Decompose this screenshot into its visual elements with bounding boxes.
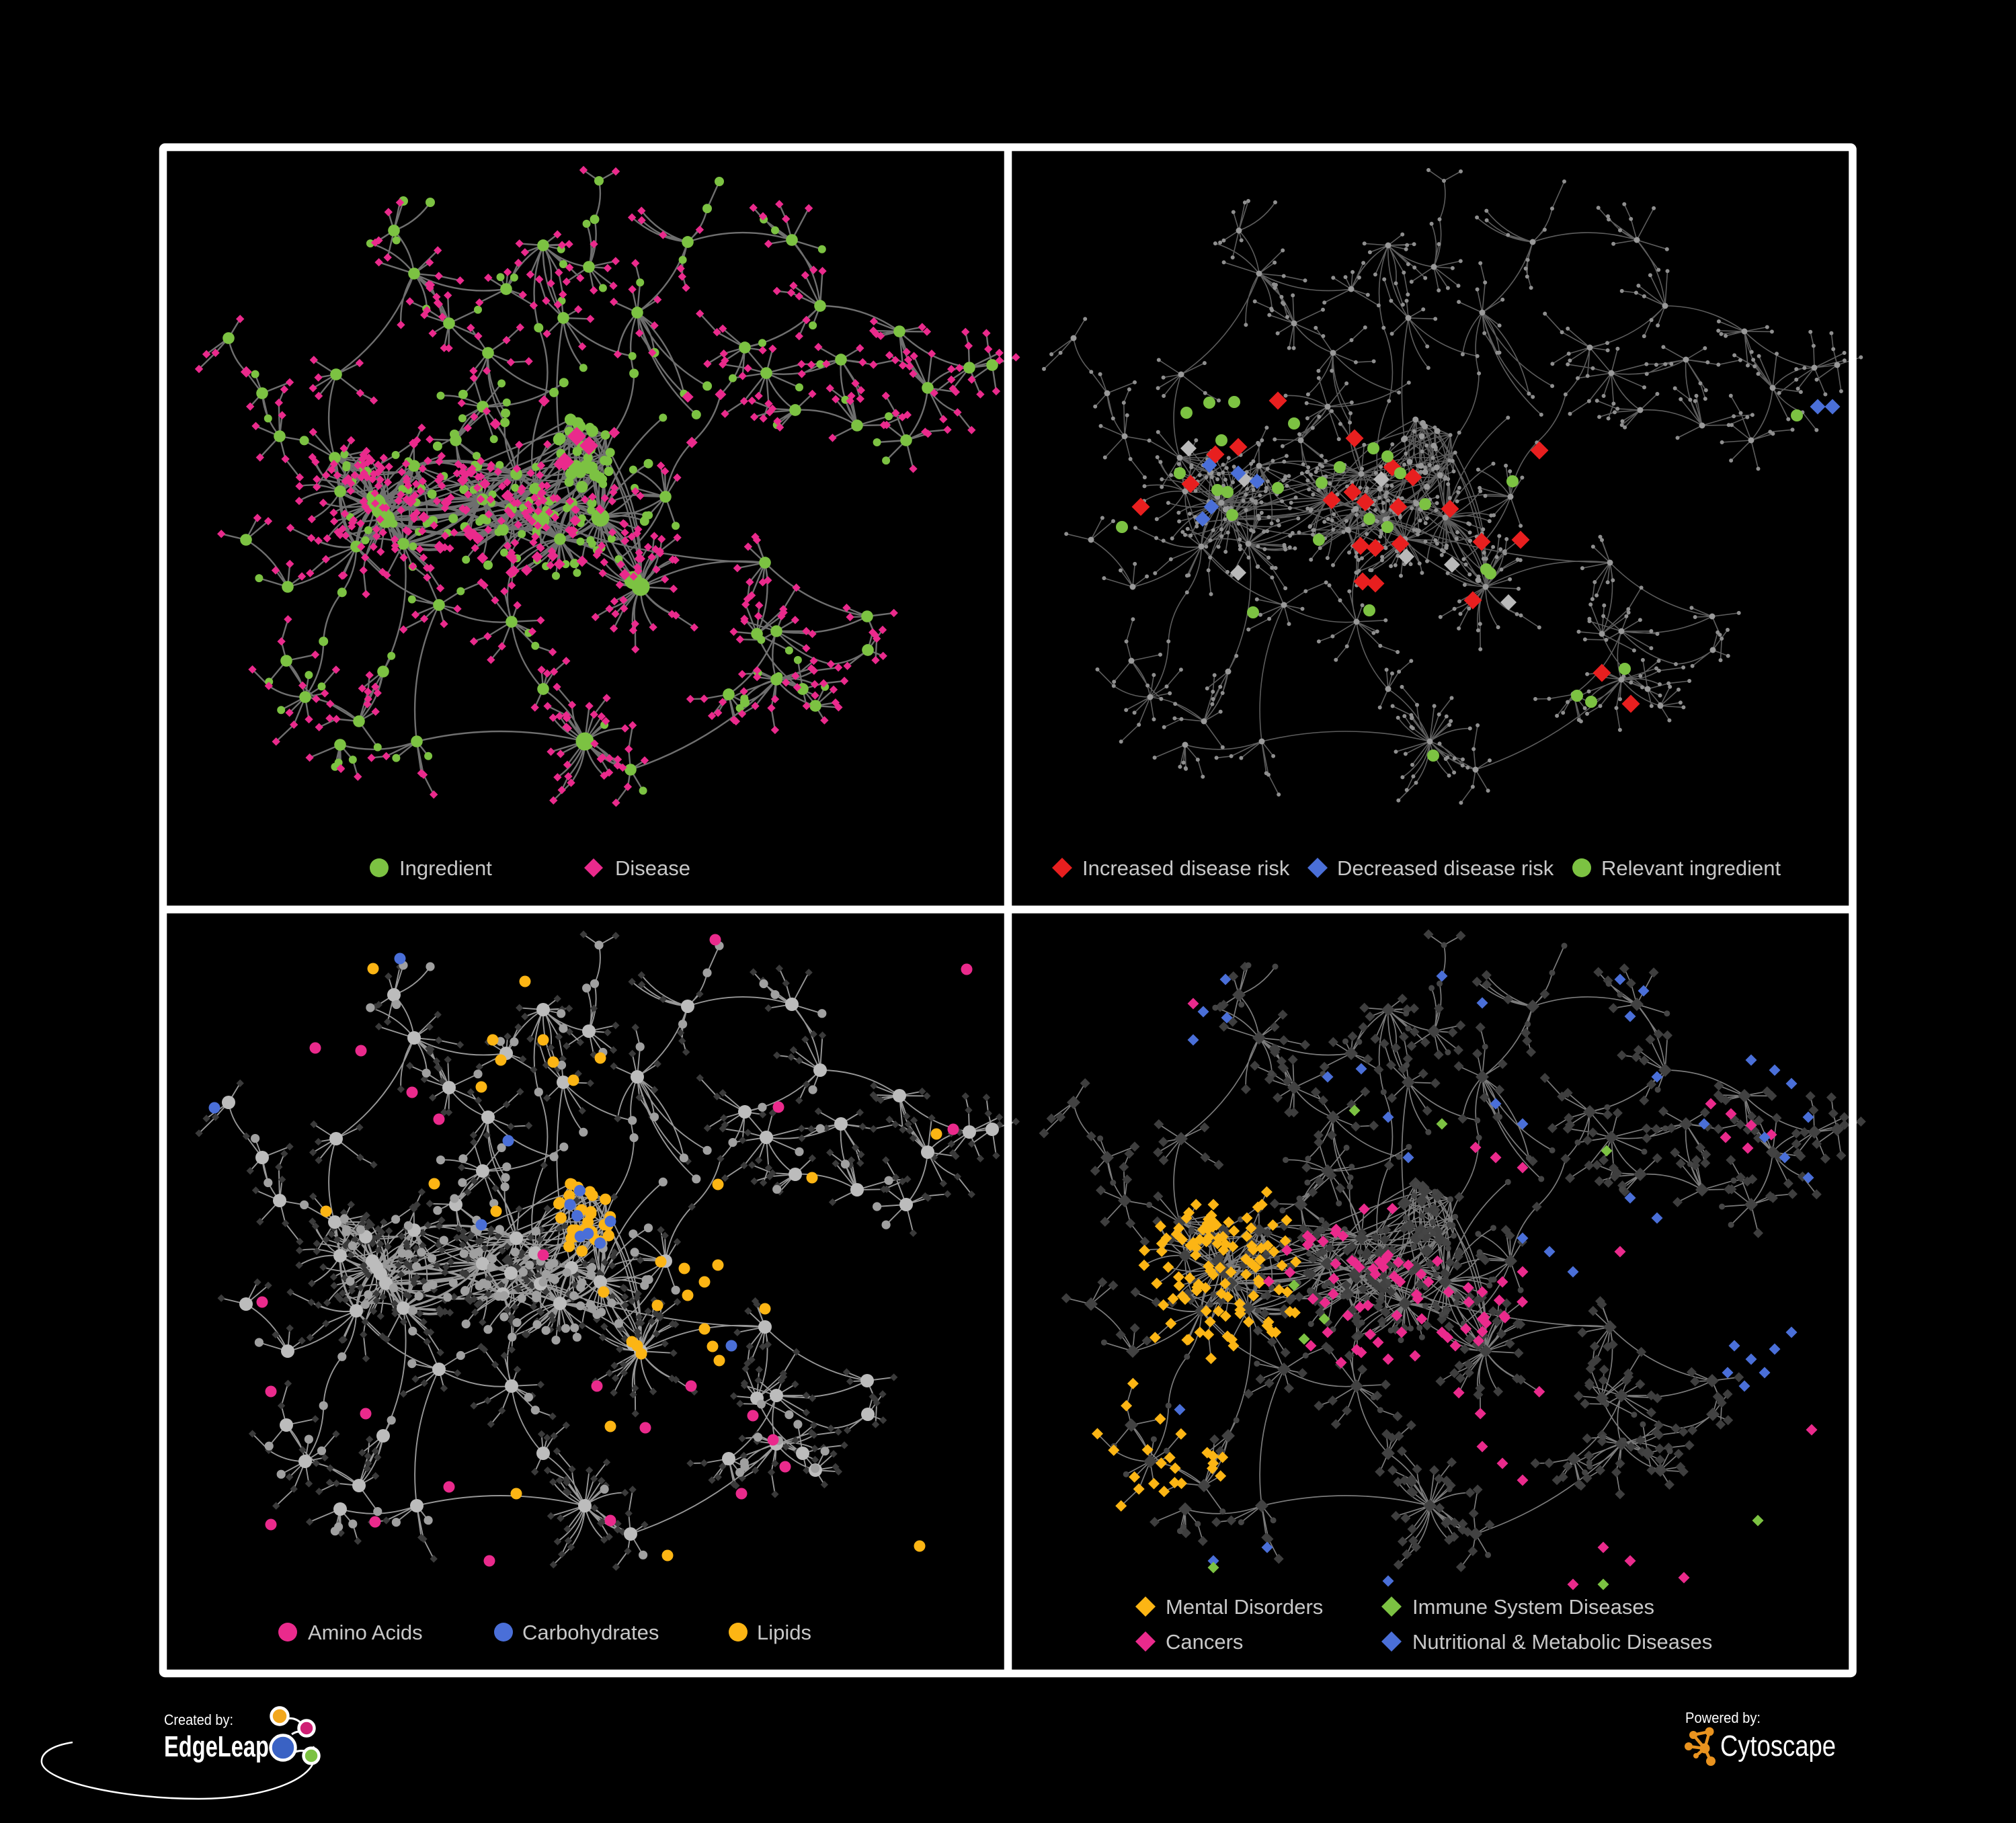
- svg-text:EdgeLeap: EdgeLeap: [164, 1730, 269, 1763]
- svg-text:Decreased disease risk: Decreased disease risk: [1337, 856, 1554, 880]
- svg-text:Increased disease risk: Increased disease risk: [1082, 856, 1290, 880]
- svg-text:Mental Disorders: Mental Disorders: [1166, 1595, 1323, 1619]
- svg-text:Amino Acids: Amino Acids: [308, 1621, 423, 1644]
- svg-text:Created by:: Created by:: [164, 1711, 233, 1728]
- svg-text:Ingredient: Ingredient: [399, 856, 492, 880]
- svg-text:Cytoscape: Cytoscape: [1720, 1730, 1836, 1763]
- svg-text:Carbohydrates: Carbohydrates: [522, 1621, 659, 1644]
- svg-text:Relevant ingredient: Relevant ingredient: [1601, 856, 1781, 880]
- svg-text:Immune System Diseases: Immune System Diseases: [1412, 1595, 1654, 1619]
- svg-text:Nutritional & Metabolic Diseas: Nutritional & Metabolic Diseases: [1412, 1630, 1712, 1654]
- svg-text:Powered by:: Powered by:: [1685, 1709, 1761, 1726]
- svg-text:Disease: Disease: [615, 856, 690, 880]
- svg-text:Lipids: Lipids: [757, 1621, 811, 1644]
- svg-text:Cancers: Cancers: [1166, 1630, 1243, 1654]
